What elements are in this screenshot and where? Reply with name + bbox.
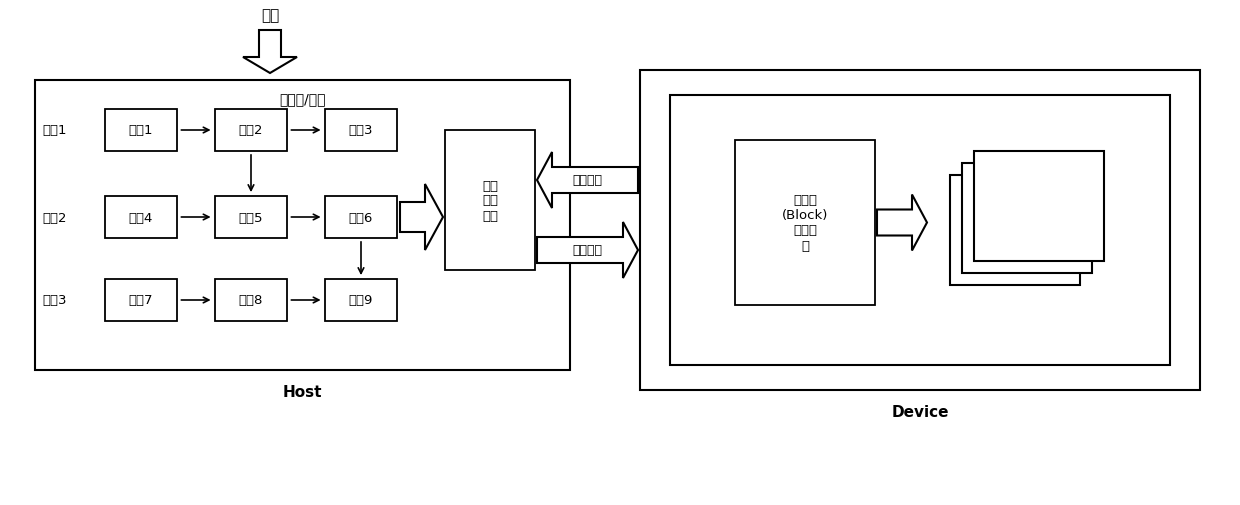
Text: 任务4: 任务4 — [129, 211, 154, 224]
Text: 队列1: 队列1 — [42, 124, 67, 137]
Bar — [640, 71, 1200, 390]
Text: 任务1: 任务1 — [129, 124, 154, 137]
Bar — [105, 196, 177, 238]
Bar — [962, 164, 1092, 274]
Bar — [950, 176, 1080, 285]
Text: 计算核: 计算核 — [1002, 224, 1028, 237]
Text: 任务分发: 任务分发 — [573, 244, 603, 257]
Bar — [445, 131, 534, 271]
Bar — [325, 279, 397, 321]
Polygon shape — [877, 195, 928, 251]
Bar — [215, 279, 286, 321]
Bar — [325, 196, 397, 238]
Text: 任务8: 任务8 — [239, 294, 263, 307]
Text: 任务3: 任务3 — [348, 124, 373, 137]
Bar — [105, 279, 177, 321]
Text: Host: Host — [283, 385, 322, 400]
Bar — [215, 196, 286, 238]
Text: Device: Device — [892, 405, 949, 420]
Bar — [973, 152, 1104, 262]
Text: 任务
级调
度器: 任务 级调 度器 — [482, 179, 498, 222]
Polygon shape — [537, 223, 639, 278]
Bar — [670, 96, 1171, 365]
Text: 任务9: 任务9 — [348, 294, 373, 307]
Text: 任务: 任务 — [260, 9, 279, 23]
Text: 任务2: 任务2 — [239, 124, 263, 137]
Polygon shape — [401, 185, 443, 250]
Text: 任务6: 任务6 — [348, 211, 373, 224]
Polygon shape — [243, 31, 298, 74]
Bar — [215, 110, 286, 152]
Text: 队列2: 队列2 — [42, 211, 67, 224]
Polygon shape — [537, 153, 639, 209]
Bar — [325, 110, 397, 152]
Bar — [35, 81, 570, 370]
Text: 线程块
(Block)
级调度
器: 线程块 (Block) 级调度 器 — [781, 194, 828, 252]
Bar — [735, 141, 875, 306]
Text: 任务完成: 任务完成 — [573, 174, 603, 187]
Bar — [105, 110, 177, 152]
Text: 运行时/驱动: 运行时/驱动 — [279, 92, 326, 106]
Text: 队列3: 队列3 — [42, 294, 67, 307]
Text: 任务5: 任务5 — [239, 211, 263, 224]
Text: 任务7: 任务7 — [129, 294, 154, 307]
